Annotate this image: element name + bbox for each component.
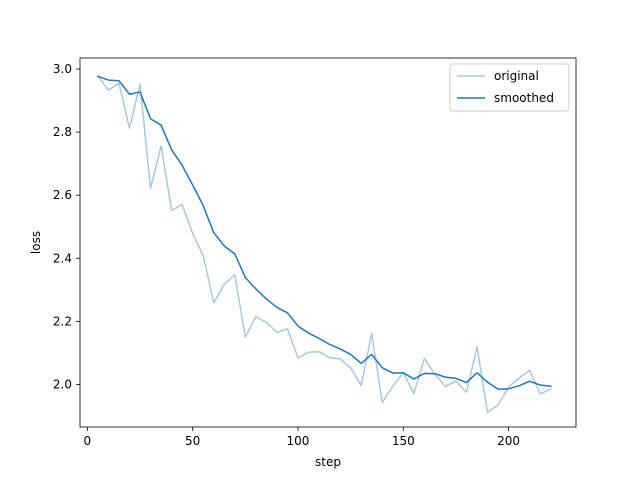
x-tick-label: 200 (497, 434, 520, 448)
series-line-original (96, 75, 552, 414)
y-tick-label: 2.4 (53, 251, 72, 265)
x-axis-label: step (315, 455, 341, 469)
y-tick-label: 2.6 (53, 188, 72, 202)
plot-area (96, 75, 552, 414)
legend-label-original: original (494, 69, 539, 83)
x-tick-label: 150 (392, 434, 415, 448)
legend-label-smoothed: smoothed (494, 91, 554, 105)
y-tick-label: 2.8 (53, 125, 72, 139)
legend: original smoothed (449, 63, 570, 112)
axes-frame (79, 57, 577, 428)
y-tick-label: 2.0 (53, 377, 72, 391)
series-line-smoothed (96, 75, 552, 390)
x-tick-label: 50 (185, 434, 200, 448)
y-tick-label: 3.0 (53, 62, 72, 76)
axes: 0 50 100 150 200 2.0 2.2 2.4 2.6 2.8 3.0 (53, 57, 577, 448)
x-tick-label: 100 (287, 434, 310, 448)
x-tick-label: 0 (84, 434, 92, 448)
y-axis-label: loss (29, 231, 43, 254)
y-tick-label: 2.2 (53, 314, 72, 328)
